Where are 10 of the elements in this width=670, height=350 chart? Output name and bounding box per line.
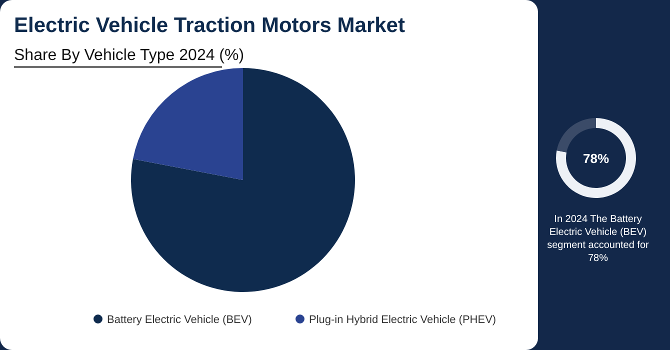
donut-slice: [556, 118, 596, 152]
pie-slice: [131, 68, 355, 292]
donut-slice: [556, 118, 636, 198]
legend-label: Plug-in Hybrid Electric Vehicle (PHEV): [309, 314, 496, 326]
chart-title: Electric Vehicle Traction Motors Market: [14, 14, 405, 37]
pie-slice: [132, 68, 243, 180]
chart-subtitle: Share By Vehicle Type 2024 (%): [14, 47, 244, 64]
legend-label: Battery Electric Vehicle (BEV): [107, 314, 252, 326]
text: In 2024 The Battery Electric Vehicle (BEV) segment accounted for 78%: [547, 214, 650, 264]
data-label: 78%: [582, 151, 610, 166]
